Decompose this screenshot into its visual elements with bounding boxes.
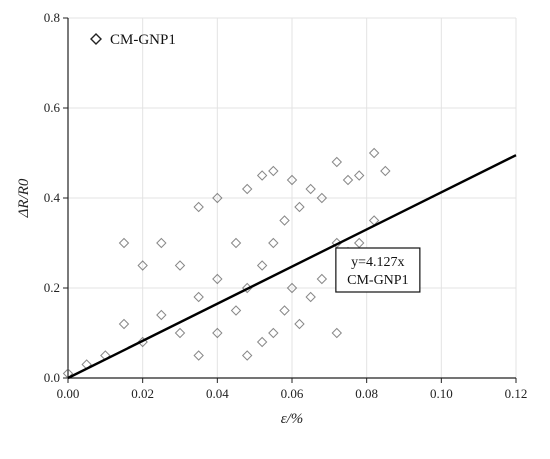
y-tick-label: 0.6: [44, 100, 61, 115]
x-tick-label: 0.06: [281, 386, 304, 401]
legend-marker: [90, 33, 102, 45]
y-tick-label: 0.4: [44, 190, 61, 205]
y-tick-label: 0.8: [44, 10, 60, 25]
x-tick-label: 0.12: [505, 386, 528, 401]
data-point: [212, 273, 223, 285]
data-point: [353, 237, 365, 249]
annotation-line: CM-GNP1: [347, 273, 408, 288]
data-point: [212, 192, 223, 204]
data-point: [353, 170, 365, 181]
data-point: [294, 318, 305, 330]
data-point: [316, 192, 328, 204]
data-point: [256, 170, 268, 181]
data-point: [174, 327, 186, 339]
data-point: [156, 237, 167, 249]
annotation-box: y=4.127x CM-GNP1: [335, 247, 421, 293]
y-tick-label: 0.2: [44, 280, 60, 295]
data-point: [193, 350, 204, 361]
data-point: [118, 237, 130, 249]
data-point: [331, 156, 343, 168]
y-axis-title: ΔR/R0: [16, 178, 32, 218]
data-point: [342, 174, 354, 186]
data-point: [294, 201, 305, 213]
data-points: [62, 147, 391, 379]
data-point: [156, 309, 167, 321]
y-tick-label: 0.0: [44, 370, 60, 385]
fit-line-layer: [67, 154, 517, 380]
x-tick-label: 0.04: [206, 386, 229, 401]
data-point: [212, 327, 223, 339]
data-point: [305, 183, 316, 195]
data-point: [279, 305, 290, 316]
fit-line: [67, 154, 517, 380]
annotation-line: y=4.127x: [351, 255, 404, 270]
grid: [67, 17, 517, 379]
x-tick-label: 0.02: [131, 386, 154, 401]
legend: CM-GNP1: [90, 32, 176, 48]
data-point: [118, 318, 130, 330]
data-point: [193, 291, 204, 303]
data-point: [268, 237, 279, 249]
data-point: [193, 201, 204, 213]
data-point: [286, 282, 298, 294]
x-tick-label: 0.00: [57, 386, 80, 401]
tick-labels: 0.00 0.02 0.04 0.06 0.08 0.10 0.12 0.0 0.2 0.4 0.6…: [44, 10, 528, 401]
data-point: [241, 350, 253, 361]
data-point: [268, 165, 279, 177]
data-point: [268, 327, 279, 339]
data-point: [380, 165, 391, 177]
data-point: [316, 273, 328, 285]
x-tick-label: 0.08: [355, 386, 378, 401]
data-point: [230, 237, 242, 249]
data-point: [368, 147, 380, 159]
data-point: [286, 174, 298, 186]
data-point: [241, 183, 253, 195]
legend-label: CM-GNP1: [110, 32, 176, 48]
data-point: [279, 215, 290, 226]
axes: [63, 17, 517, 383]
x-tick-label: 0.10: [430, 386, 453, 401]
data-point: [331, 327, 343, 339]
x-axis-title: ε/%: [281, 411, 304, 427]
data-point: [174, 260, 186, 271]
data-point: [230, 305, 242, 316]
data-point: [305, 291, 316, 303]
annotation-frame: [335, 247, 421, 293]
data-point: [137, 260, 148, 271]
data-point: [256, 336, 268, 348]
data-point: [256, 260, 268, 271]
